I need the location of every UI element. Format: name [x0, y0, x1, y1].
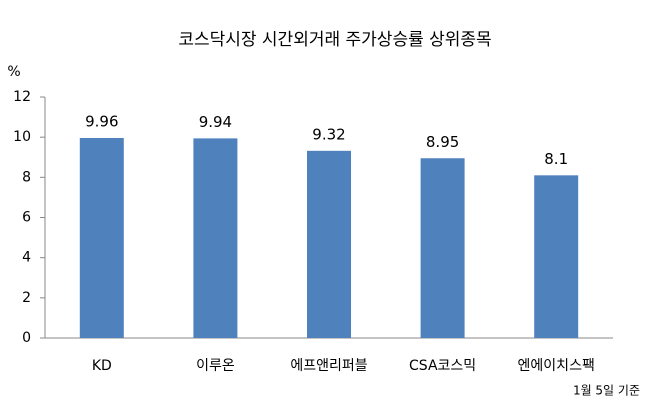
bar [420, 158, 465, 338]
data-label: 9.94 [199, 113, 232, 131]
annotation: 1월 5일 기준 [573, 384, 640, 398]
y-tick-label: 6 [22, 210, 31, 226]
bar [193, 138, 238, 338]
y-tick-label: 12 [13, 89, 31, 105]
x-tick-label: 에프앤리퍼블 [290, 358, 367, 374]
x-tick-label: KD [92, 358, 112, 374]
x-tick-label: 엔에이치스팩 [518, 358, 595, 374]
bar [307, 150, 351, 338]
chart-title: 코스닥시장 시간외거래 주가상승률 상위종목 [178, 30, 491, 50]
bar [534, 175, 579, 338]
y-axis-label: % [7, 64, 20, 80]
y-tick-label: 0 [22, 330, 31, 346]
y-tick-label: 2 [22, 290, 31, 306]
data-label: 8.95 [426, 133, 459, 151]
data-label: 9.96 [85, 112, 118, 130]
y-tick-label: 8 [22, 169, 31, 185]
data-label: 8.1 [544, 150, 568, 168]
y-tick-label: 4 [22, 250, 31, 266]
bar [79, 137, 124, 338]
x-tick-label: CSA코스믹 [409, 358, 476, 374]
data-label: 9.32 [312, 125, 345, 143]
y-tick-label: 10 [13, 129, 31, 145]
x-tick-label: 이루온 [196, 358, 235, 374]
